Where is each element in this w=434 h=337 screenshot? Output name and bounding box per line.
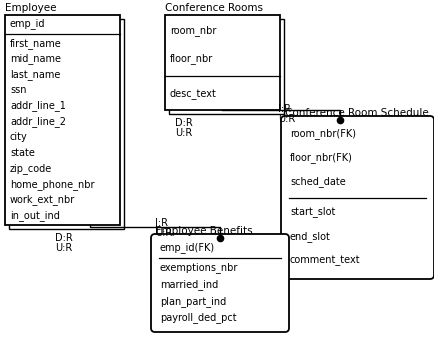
Text: emp_id: emp_id [10,18,46,29]
Text: room_nbr(FK): room_nbr(FK) [289,128,355,139]
Text: in_out_ind: in_out_ind [10,210,60,221]
Bar [9,19,124,229]
Bar [169,19,283,114]
Text: floor_nbr(FK): floor_nbr(FK) [289,152,352,163]
FancyBboxPatch shape [280,116,433,279]
Text: floor_nbr: floor_nbr [170,53,213,64]
Text: end_slot: end_slot [289,231,330,242]
Text: mid_name: mid_name [10,54,61,64]
Text: home_phone_nbr: home_phone_nbr [10,179,94,190]
Text: I:R: I:R [277,104,290,114]
Text: city: city [10,132,28,142]
Text: D:R: D:R [55,233,72,243]
Text: sched_date: sched_date [289,176,345,187]
Text: Employee: Employee [5,3,56,13]
Text: D:R: D:R [174,118,192,128]
Text: addr_line_2: addr_line_2 [10,116,66,127]
Text: exemptions_nbr: exemptions_nbr [160,263,238,273]
Text: desc_text: desc_text [170,88,217,99]
Text: first_name: first_name [10,38,62,49]
Text: U:R: U:R [55,243,72,253]
Text: room_nbr: room_nbr [170,25,216,36]
Text: start_slot: start_slot [289,207,335,217]
Text: comment_text: comment_text [289,255,360,266]
Text: married_ind: married_ind [160,279,218,290]
Text: U:R: U:R [174,128,192,138]
Text: U:R: U:R [277,114,295,124]
Text: addr_line_1: addr_line_1 [10,100,66,111]
Text: emp_id(FK): emp_id(FK) [160,242,215,253]
Text: work_ext_nbr: work_ext_nbr [10,194,75,205]
FancyBboxPatch shape [151,234,288,332]
Bar [5,15,120,225]
Text: Conference Rooms: Conference Rooms [164,3,263,13]
Text: plan_part_ind: plan_part_ind [160,296,226,307]
Text: state: state [10,148,35,158]
Text: U:R: U:R [155,228,172,238]
Text: payroll_ded_pct: payroll_ded_pct [160,312,236,324]
Bar [164,15,279,110]
Text: ssn: ssn [10,85,26,95]
Text: Employee Benefits: Employee Benefits [155,226,252,236]
Text: I:R: I:R [155,218,168,228]
Text: zip_code: zip_code [10,163,52,174]
Text: Conference Room Schedule: Conference Room Schedule [284,108,428,118]
Text: last_name: last_name [10,69,60,80]
